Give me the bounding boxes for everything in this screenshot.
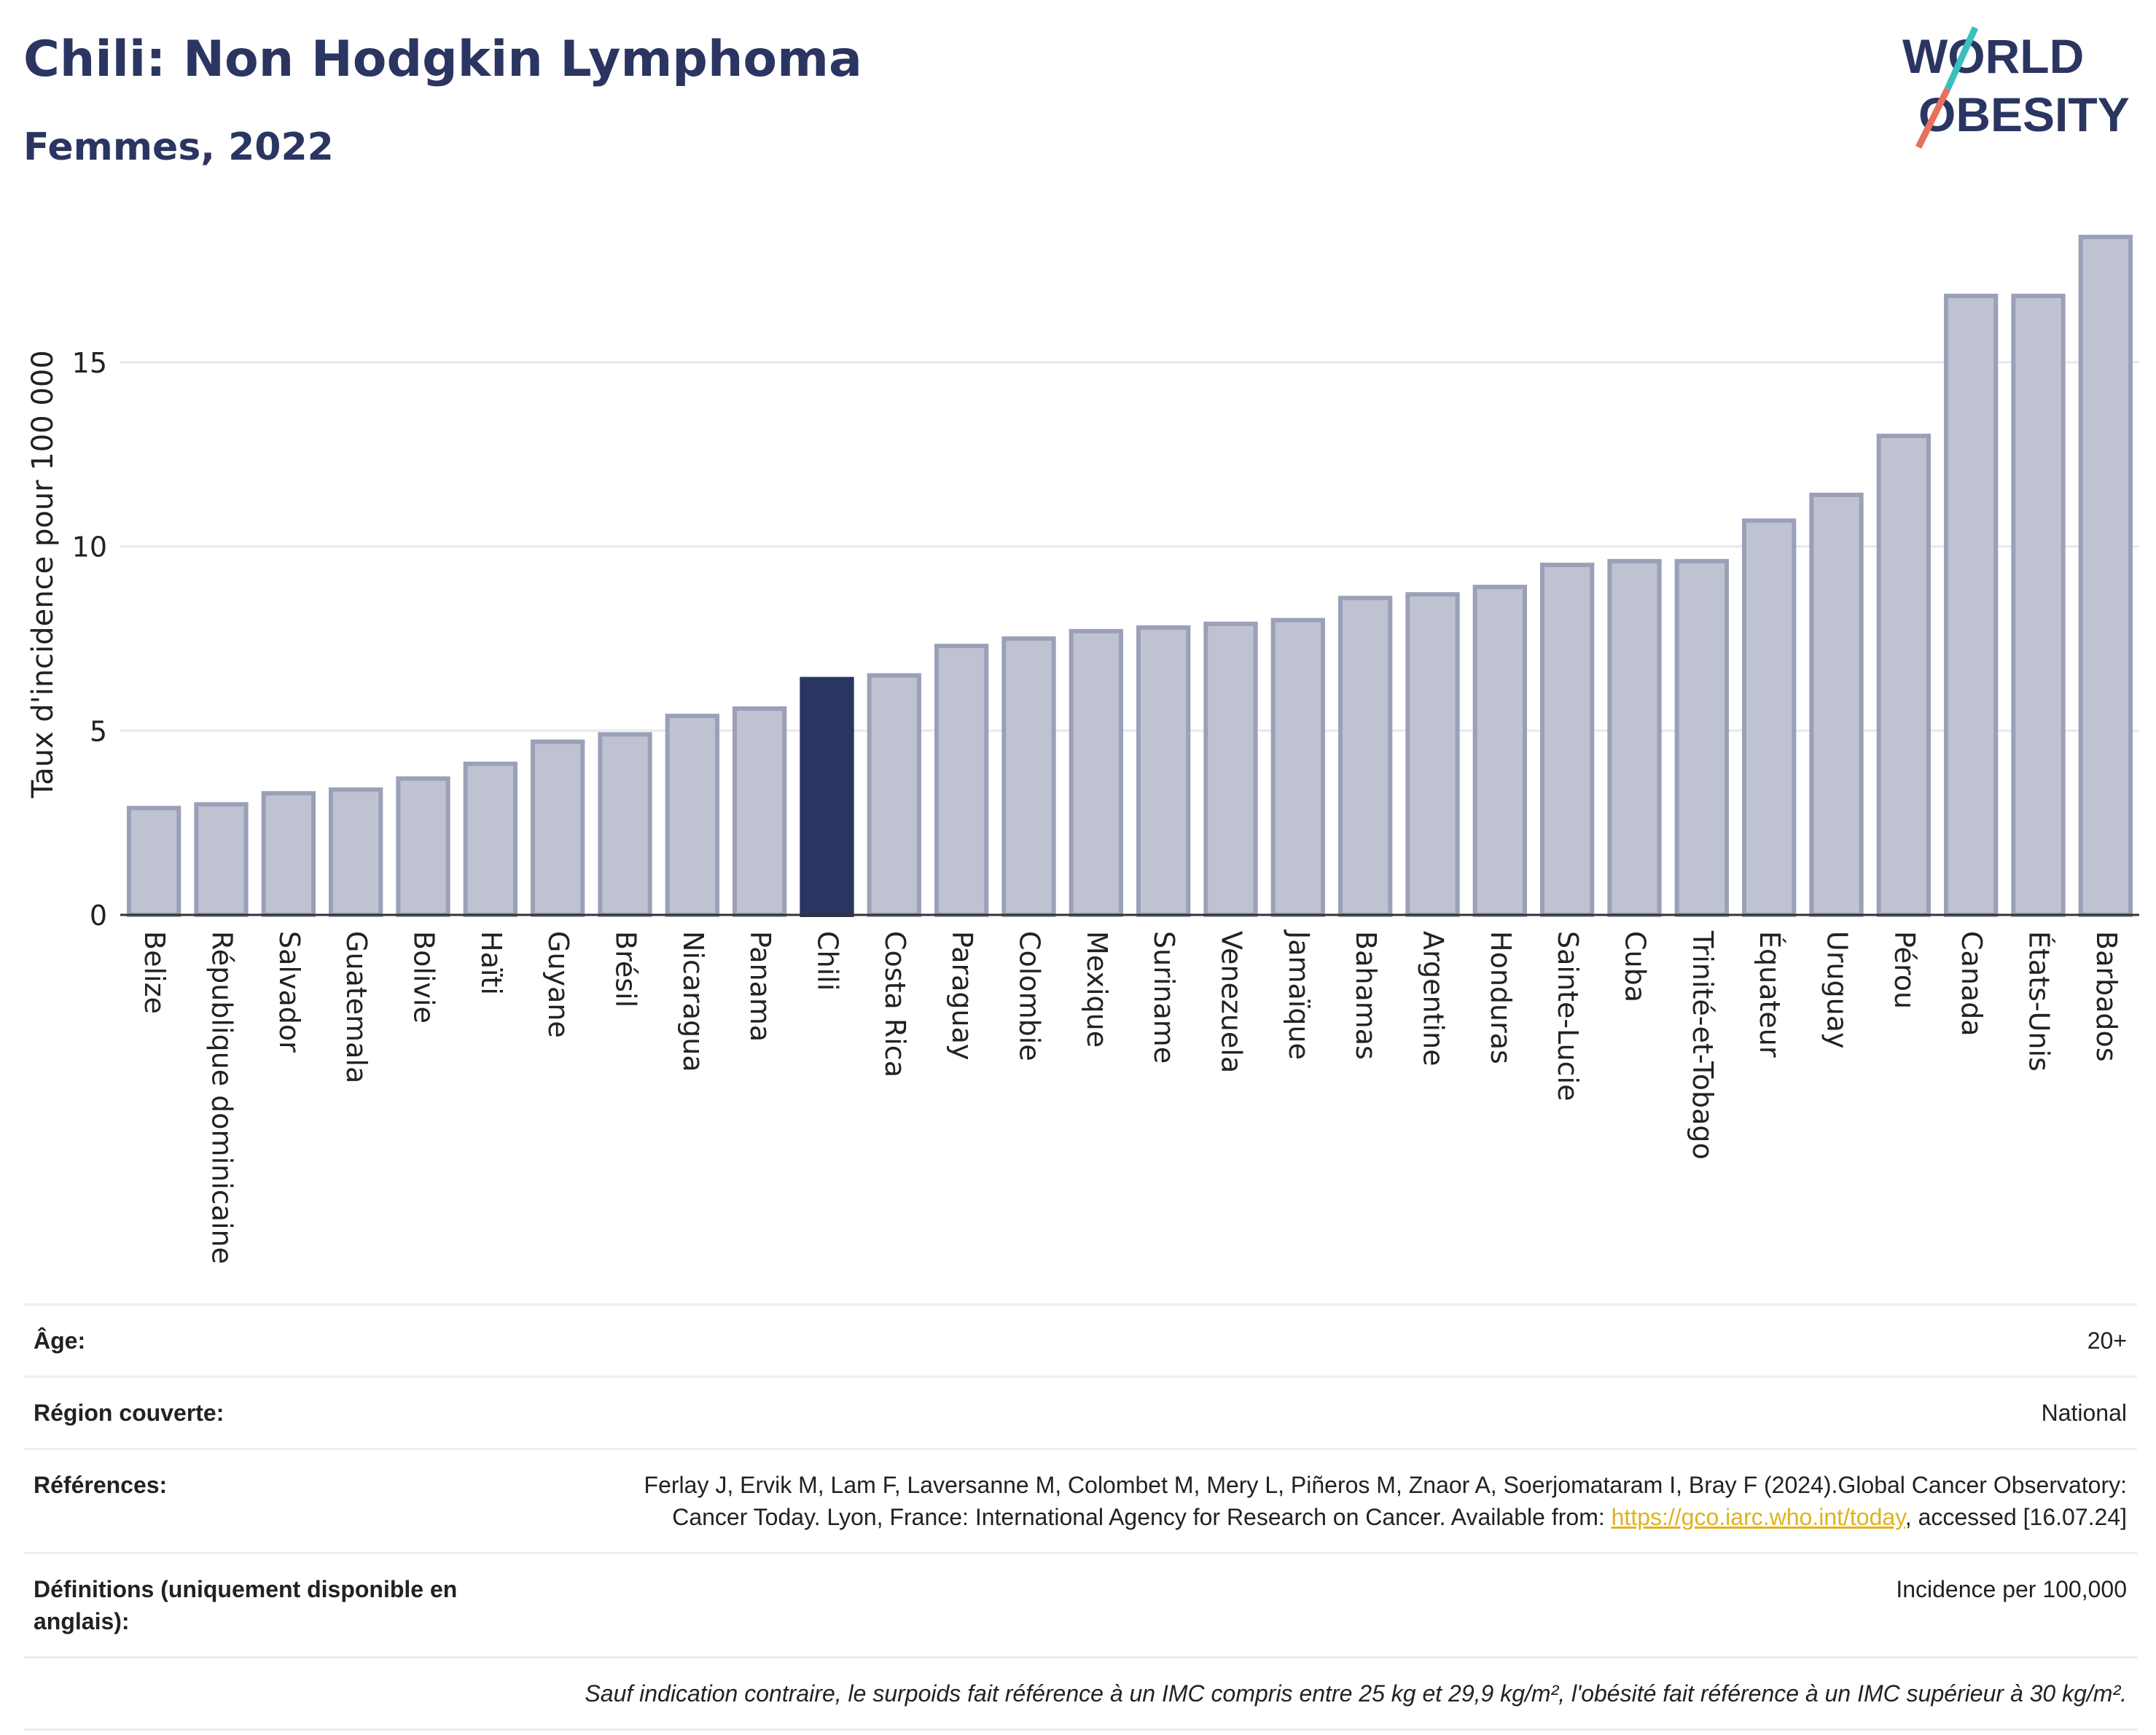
bar xyxy=(665,714,719,917)
info-row-region: Région couverte: National xyxy=(23,1376,2137,1448)
x-tick-label: Haïti xyxy=(475,931,507,995)
x-tick-label: Salvador xyxy=(273,931,305,1053)
y-tick-label: 0 xyxy=(90,900,107,932)
region-label: Région couverte: xyxy=(34,1400,224,1426)
footnote: Sauf indication contraire, le surpoids f… xyxy=(23,1656,2137,1731)
bar xyxy=(1674,558,1729,917)
logo-line2: OBESITY xyxy=(1918,87,2130,141)
bar xyxy=(800,677,854,917)
bar xyxy=(2011,293,2066,917)
world-obesity-logo: WORLD OBESITY xyxy=(1902,26,2130,149)
y-tick-label: 10 xyxy=(72,531,107,564)
bar xyxy=(1203,621,1258,917)
bar xyxy=(1270,617,1325,917)
info-row-definitions: Définitions (uniquement disponible en an… xyxy=(23,1552,2137,1656)
x-tick-label: Nicaragua xyxy=(677,931,709,1072)
x-tick-label: Canada xyxy=(1956,931,1988,1037)
bar xyxy=(1405,592,1460,917)
bar xyxy=(1944,293,1999,917)
bar xyxy=(194,802,249,917)
y-axis-label: Taux d'incidence pour 100 000 xyxy=(26,350,60,798)
x-tick-label: Venezuela xyxy=(1216,931,1248,1073)
x-tick-label: Cuba xyxy=(1620,931,1652,1002)
x-tick-label: Barbados xyxy=(2090,931,2122,1062)
x-tick-label: Bahamas xyxy=(1350,931,1382,1060)
bar xyxy=(396,776,450,917)
age-label: Âge: xyxy=(34,1327,86,1354)
definitions-label: Définitions (uniquement disponible en an… xyxy=(34,1576,458,1634)
bar xyxy=(329,787,383,918)
bar xyxy=(261,791,316,917)
x-tick-label: Honduras xyxy=(1485,931,1517,1064)
x-tick-label: Équateur xyxy=(1754,931,1786,1058)
x-tick-label: Belize xyxy=(138,931,171,1014)
x-tick-label: Uruguay xyxy=(1821,931,1854,1049)
bar xyxy=(463,761,517,918)
bar xyxy=(1607,558,1662,917)
x-tick-label: Suriname xyxy=(1148,931,1180,1064)
bar xyxy=(1472,585,1527,918)
y-tick-label: 15 xyxy=(72,347,107,379)
bar xyxy=(2078,235,2133,917)
bar xyxy=(934,644,989,918)
page-title: Chili: Non Hodgkin Lymphoma xyxy=(23,31,862,88)
x-tick-label: République dominicaine xyxy=(206,931,238,1264)
info-table: Âge: 20+ Région couverte: National Référ… xyxy=(23,1303,2137,1731)
y-tick-label: 5 xyxy=(90,715,107,747)
bar xyxy=(1001,636,1056,917)
x-tick-label: Guatemala xyxy=(340,931,372,1083)
bar xyxy=(1540,562,1595,917)
info-row-references: Références: Ferlay J, Ervik M, Lam F, La… xyxy=(23,1448,2137,1552)
bar xyxy=(1136,625,1191,918)
x-tick-label: Trinité-et-Tobago xyxy=(1687,930,1719,1160)
logo-slash-red xyxy=(1915,87,1951,149)
x-tick-label: Bolivie xyxy=(408,931,440,1024)
x-tick-label: Pérou xyxy=(1889,931,1921,1009)
bar xyxy=(1876,433,1931,917)
x-tick-label: Panama xyxy=(744,931,776,1042)
definitions-value: Incidence per 100,000 xyxy=(1896,1576,2127,1602)
x-tick-label: Guyane xyxy=(542,931,574,1038)
bar xyxy=(1069,628,1123,917)
references-link[interactable]: https://gco.iarc.who.int/today xyxy=(1611,1504,1905,1530)
bar xyxy=(531,739,585,918)
bar xyxy=(127,806,181,917)
x-tick-label: Colombie xyxy=(1014,931,1046,1061)
x-tick-label: Paraguay xyxy=(946,931,978,1060)
page-subtitle: Femmes, 2022 xyxy=(23,125,334,169)
x-tick-label: Chili xyxy=(812,931,844,991)
logo-line1: WORLD xyxy=(1902,29,2084,83)
references-tail: , accessed [16.07.24] xyxy=(1905,1504,2127,1530)
x-tick-label: Brésil xyxy=(610,931,642,1007)
x-tick-label: Sainte-Lucie xyxy=(1552,931,1584,1101)
bar xyxy=(1338,596,1393,918)
bar xyxy=(867,673,921,918)
bar xyxy=(1742,518,1797,918)
region-value: National xyxy=(2041,1400,2127,1426)
info-row-age: Âge: 20+ xyxy=(23,1303,2137,1376)
x-tick-label: Argentine xyxy=(1418,931,1450,1066)
age-value: 20+ xyxy=(2087,1327,2127,1354)
references-value: Ferlay J, Ervik M, Lam F, Laversanne M, … xyxy=(529,1469,2127,1533)
bar xyxy=(733,706,787,917)
bar-chart: 0 5 10 15 Taux d'incidence pour 100 000 Beliz… xyxy=(26,235,2139,1264)
logo-slash-teal xyxy=(1944,26,1979,90)
bar xyxy=(598,732,652,918)
references-text: Ferlay J, Ervik M, Lam F, Laversanne M, … xyxy=(644,1472,2127,1530)
x-tick-label: Mexique xyxy=(1081,931,1113,1048)
x-tick-label: Costa Rica xyxy=(879,931,911,1077)
bar xyxy=(1809,492,1864,917)
references-label: Références: xyxy=(34,1472,168,1498)
x-tick-label: Jamaïque xyxy=(1283,929,1315,1060)
x-tick-label: États-Unis xyxy=(2023,931,2055,1072)
